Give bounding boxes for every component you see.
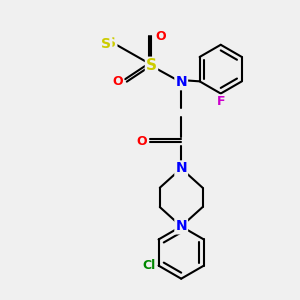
Text: O: O <box>112 75 123 88</box>
Text: S: S <box>101 38 111 52</box>
Text: Cl: Cl <box>142 259 156 272</box>
Text: N: N <box>176 75 187 89</box>
Text: N: N <box>176 161 187 176</box>
Text: O: O <box>155 30 166 43</box>
Text: S: S <box>106 36 116 50</box>
Text: S: S <box>146 58 157 73</box>
Text: N: N <box>176 219 187 233</box>
Text: O: O <box>136 135 147 148</box>
Text: F: F <box>217 95 225 108</box>
